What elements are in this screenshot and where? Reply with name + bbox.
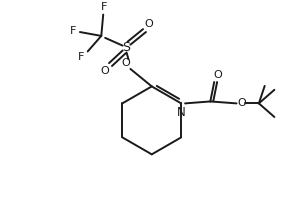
- Text: F: F: [70, 26, 76, 36]
- Text: F: F: [78, 52, 84, 62]
- Text: N: N: [177, 106, 185, 119]
- Text: O: O: [237, 98, 246, 108]
- Text: O: O: [145, 19, 153, 29]
- Text: O: O: [101, 66, 109, 76]
- Text: O: O: [214, 70, 222, 80]
- Text: S: S: [122, 41, 130, 54]
- Text: O: O: [121, 58, 130, 68]
- Text: F: F: [101, 2, 107, 12]
